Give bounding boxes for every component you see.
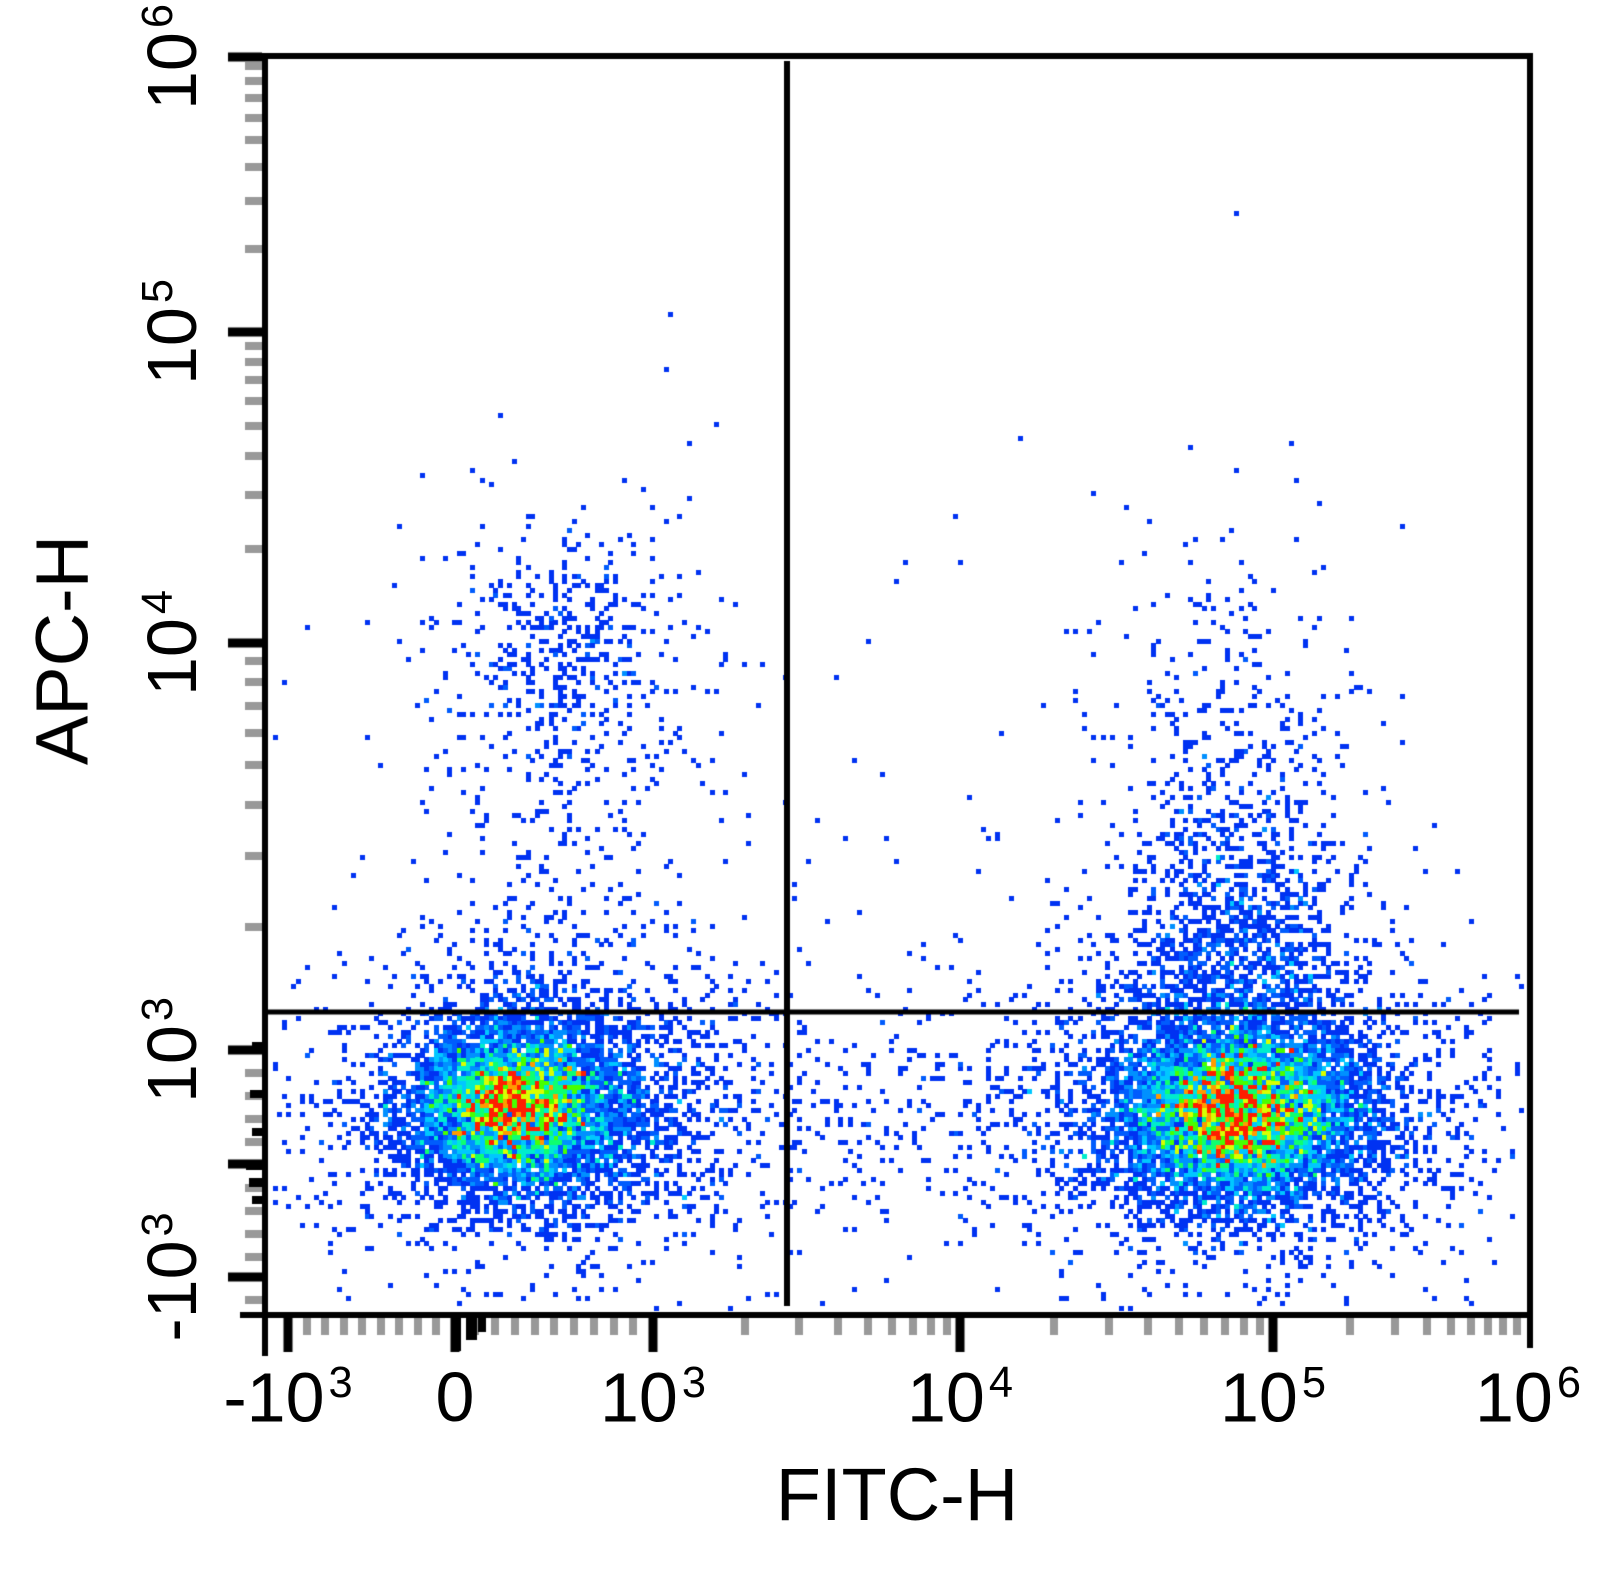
- x-tick-label: -103: [223, 1358, 353, 1437]
- x-tick-label: 103: [599, 1358, 707, 1437]
- x-axis-label: FITC-H: [775, 1453, 1019, 1536]
- y-tick-label: 103: [133, 996, 212, 1104]
- y-tick-label: -103: [133, 1212, 212, 1342]
- x-tick-label: 105: [1219, 1358, 1327, 1437]
- y-tick-label: 105: [133, 278, 212, 386]
- y-axis-label: APC-H: [20, 534, 104, 766]
- y-tick-label: 104: [133, 589, 212, 697]
- x-tick-label: 104: [906, 1358, 1014, 1437]
- x-tick-label: 106: [1474, 1358, 1582, 1437]
- x-tick-label: 0: [435, 1358, 475, 1436]
- y-tick-label: 106: [133, 3, 212, 111]
